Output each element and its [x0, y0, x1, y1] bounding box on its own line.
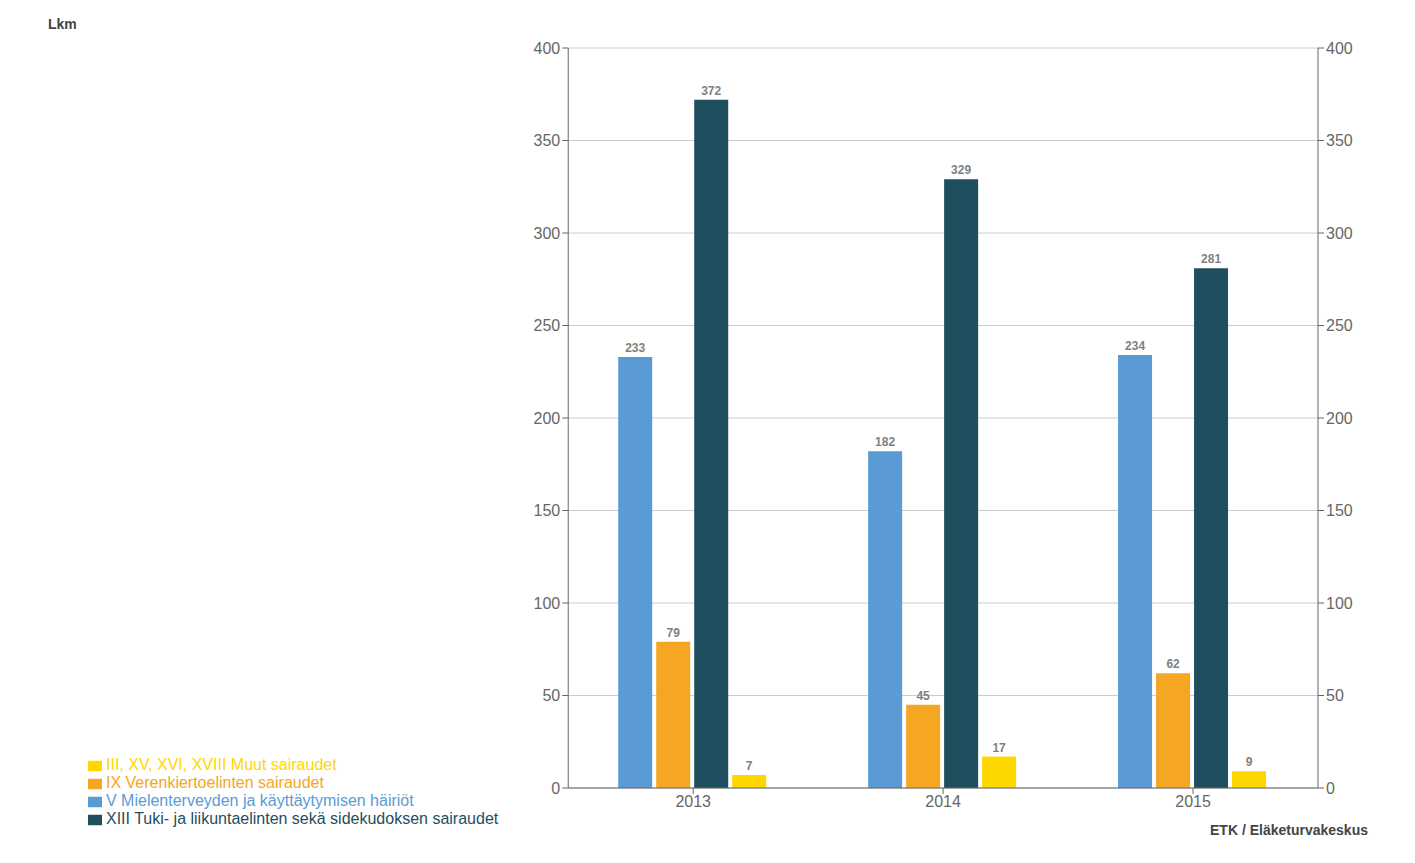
svg-text:372: 372: [701, 84, 721, 98]
html-text:Lkm: Lkm: [48, 16, 77, 32]
svg-text:62: 62: [1166, 657, 1180, 671]
svg-text:329: 329: [951, 163, 971, 177]
svg-text:150: 150: [534, 502, 561, 519]
svg-text:182: 182: [875, 435, 895, 449]
html-text:V Mielenterveyden ja käyttäyty: V Mielenterveyden ja käyttäytymisen häir…: [106, 792, 414, 809]
html-text:IX Verenkiertoelinten sairaude: IX Verenkiertoelinten sairaudet: [106, 774, 324, 791]
svg-text:50: 50: [1326, 687, 1344, 704]
svg-text:0: 0: [551, 780, 560, 797]
svg-text:100: 100: [1326, 595, 1353, 612]
svg-text:7: 7: [746, 759, 753, 773]
svg-text:2015: 2015: [1175, 793, 1211, 810]
svg-text:9: 9: [1246, 755, 1253, 769]
svg-text:79: 79: [667, 626, 681, 640]
svg-text:250: 250: [1326, 317, 1353, 334]
html-text:ETK / Eläketurvakeskus: ETK / Eläketurvakeskus: [1210, 822, 1368, 838]
svg-text:350: 350: [534, 132, 561, 149]
svg-text:233: 233: [625, 341, 645, 355]
svg-text:400: 400: [1326, 40, 1353, 57]
svg-text:100: 100: [534, 595, 561, 612]
svg-text:17: 17: [992, 741, 1006, 755]
svg-text:0: 0: [1326, 780, 1335, 797]
svg-text:300: 300: [534, 225, 561, 242]
svg-text:45: 45: [916, 689, 930, 703]
svg-text:400: 400: [534, 40, 561, 57]
svg-text:50: 50: [542, 687, 560, 704]
svg-text:234: 234: [1125, 339, 1145, 353]
svg-text:250: 250: [534, 317, 561, 334]
svg-text:150: 150: [1326, 502, 1353, 519]
svg-text:200: 200: [1326, 410, 1353, 427]
svg-text:350: 350: [1326, 132, 1353, 149]
svg-text:2014: 2014: [925, 793, 961, 810]
svg-text:200: 200: [534, 410, 561, 427]
html-text:III, XV, XVI, XVIII Muut saira: III, XV, XVI, XVIII Muut sairaudet: [106, 756, 337, 773]
svg-text:281: 281: [1201, 252, 1221, 266]
svg-text:2013: 2013: [675, 793, 711, 810]
html-text:XIII Tuki- ja liikuntaelinten: XIII Tuki- ja liikuntaelinten sekä sidek…: [106, 810, 499, 827]
svg-text:300: 300: [1326, 225, 1353, 242]
